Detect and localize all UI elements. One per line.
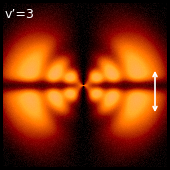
Text: v’=3: v’=3 xyxy=(5,8,35,21)
